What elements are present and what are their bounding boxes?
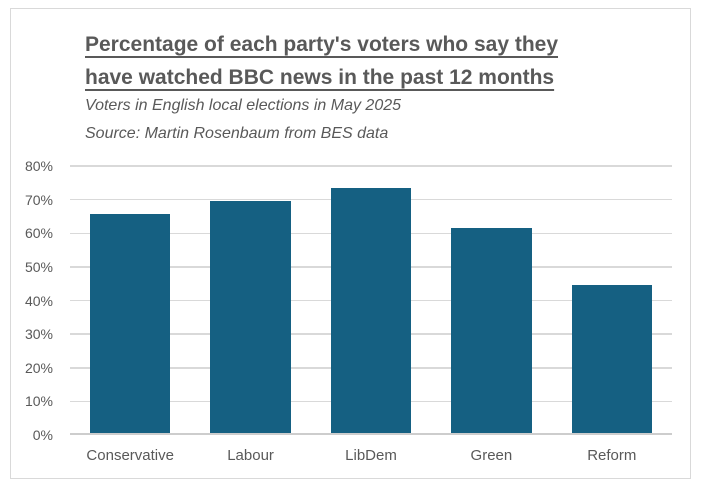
y-axis-labels: 0% 10% 20% 30% 40% 50% 60% 70% 80% xyxy=(11,158,53,443)
y-axis-tick-label: 0% xyxy=(32,427,53,443)
x-axis-label-reform: Reform xyxy=(587,447,637,464)
bar-reform xyxy=(571,285,652,433)
y-axis-tick-label: 10% xyxy=(24,393,53,410)
y-axis-tick-label: 20% xyxy=(24,359,53,376)
plot-area xyxy=(70,165,672,435)
bar-labour xyxy=(210,201,291,433)
y-axis-tick-label: 70% xyxy=(24,191,53,208)
y-axis-tick-label: 80% xyxy=(24,158,53,174)
y-axis-tick-label: 60% xyxy=(24,225,53,242)
y-axis-tick-label: 50% xyxy=(24,258,53,275)
x-axis-labels: Conservative Labour LibDem Green Reform xyxy=(70,446,672,466)
chart-subtitle: Voters in English local elections in May… xyxy=(85,97,402,114)
gridline-80pct xyxy=(70,165,672,167)
x-axis-label-libdem: LibDem xyxy=(345,447,397,464)
chart-subtitle-block: Voters in English local elections in May… xyxy=(85,92,401,148)
y-axis-tick-label: 40% xyxy=(24,292,53,309)
chart-title-line-2: have watched BBC news in the past 12 mon… xyxy=(85,66,555,89)
chart-frame: Percentage of each party's voters who sa… xyxy=(10,8,691,479)
chart-title-line-1: Percentage of each party's voters who sa… xyxy=(85,33,559,56)
x-axis-label-conservative: Conservative xyxy=(86,447,174,464)
chart-source-note: Source: Martin Rosenbaum from BES data xyxy=(85,125,389,142)
chart-title: Percentage of each party's voters who sa… xyxy=(85,28,558,94)
x-axis-label-labour: Labour xyxy=(227,447,274,464)
bar-green xyxy=(451,227,532,433)
x-axis-label-green: Green xyxy=(470,447,513,464)
y-axis-tick-label: 30% xyxy=(24,326,53,343)
bar-conservative xyxy=(90,214,171,433)
bar-libdem xyxy=(330,187,412,433)
